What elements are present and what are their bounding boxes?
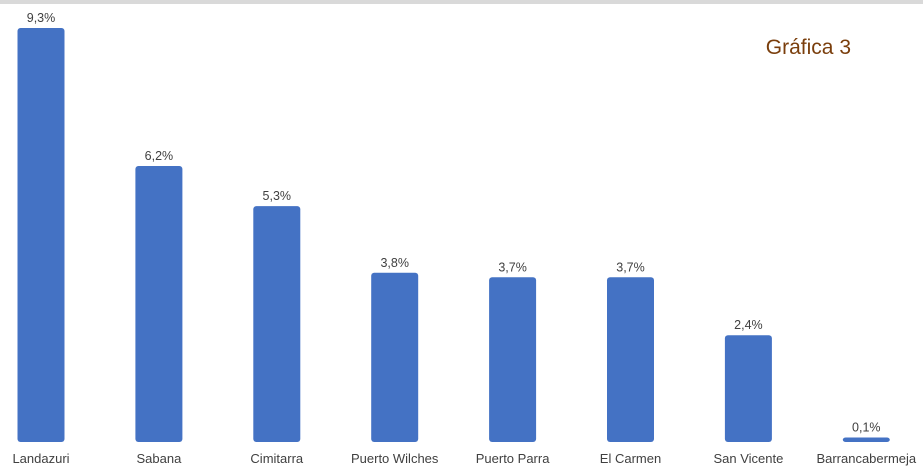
bar-puerto-wilches	[371, 272, 419, 442]
data-label: 5,3%	[263, 189, 292, 203]
bar-barrancabermeja	[842, 437, 890, 442]
data-label: 3,7%	[616, 260, 645, 274]
data-label: 9,3%	[27, 11, 56, 25]
category-label: Puerto Parra	[476, 451, 550, 466]
category-label: Puerto Wilches	[351, 451, 439, 466]
category-label: Sabana	[136, 451, 182, 466]
data-label: 2,4%	[734, 318, 763, 332]
chart-title: Gráfica 3	[765, 36, 851, 59]
bar-cimitarra	[253, 206, 301, 442]
data-label: 0,1%	[852, 421, 881, 435]
bar-puerto-parra	[489, 277, 537, 442]
top-border	[0, 0, 923, 4]
category-label: Landazuri	[12, 451, 69, 466]
bar-san-vicente	[724, 335, 772, 442]
category-label: El Carmen	[600, 451, 661, 466]
bar-landazuri	[17, 28, 65, 442]
category-label: Cimitarra	[250, 451, 303, 466]
bar-sabana	[135, 166, 183, 442]
category-label: Barrancabermeja	[816, 451, 916, 466]
bar-el-carmen	[607, 277, 654, 442]
data-label: 3,8%	[380, 256, 409, 270]
data-label: 6,2%	[145, 149, 174, 163]
data-label: 3,7%	[498, 260, 527, 274]
category-label: San Vicente	[713, 451, 783, 466]
